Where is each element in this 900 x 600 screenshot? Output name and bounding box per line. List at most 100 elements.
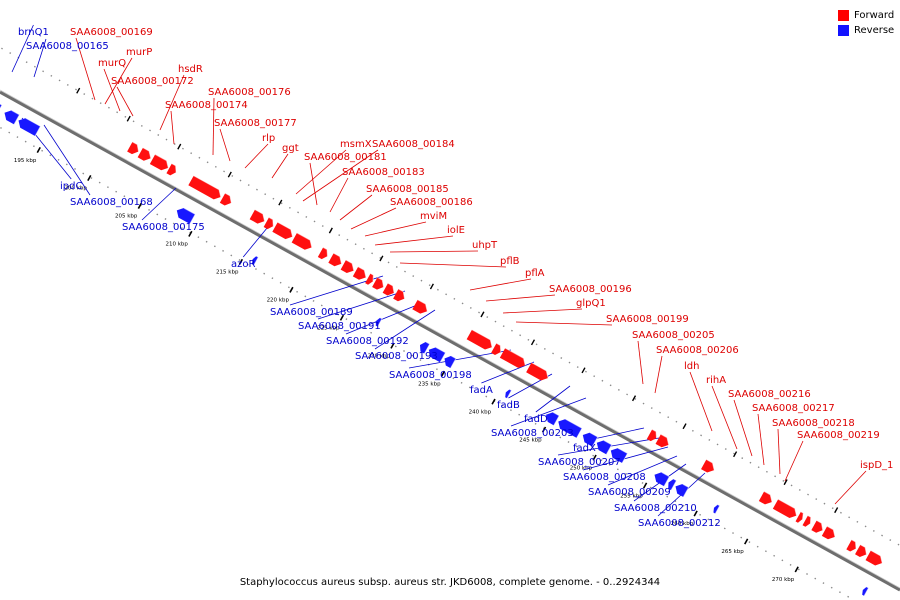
forward-gene-label: ldh [684,361,699,372]
leader-line [607,455,678,486]
reverse-gene-label: SAA6008_00193 [355,351,438,362]
forward-gene [772,498,797,519]
forward-gene [166,163,177,176]
leader-line [481,361,535,384]
track-reverse-dots [0,126,856,600]
reverse-gene [675,483,690,498]
tick-mark [693,510,698,517]
tick-mark [592,454,597,461]
label-leader-lines [11,24,867,517]
forward-gene [137,147,152,161]
minor-tick [480,311,485,318]
leader-line [339,194,373,221]
forward-gene-label: SAA6008_00169 [70,27,153,38]
forward-gene [491,342,502,356]
leader-line [317,290,406,320]
forward-gene [188,175,222,200]
reverse-gene [444,355,457,369]
leader-line [159,74,185,131]
leader-line [43,124,91,196]
forward-gene [328,252,342,267]
leader-line [309,162,318,206]
minor-tick [278,199,283,206]
minor-tick [76,87,81,94]
leader-line [170,110,175,145]
tick-label: 195 kbp [14,158,37,164]
forward-gene-label: uhpT [472,240,498,251]
tick-label: 240 kbp [469,409,492,415]
reverse-gene-label: fadD [524,414,548,425]
reverse-gene [375,317,383,327]
reverse-gene-label: SAA6008_00207 [538,457,621,468]
reverse-gene-label: SAA6008_00192 [326,336,409,347]
forward-gene [317,246,328,260]
minor-tick [733,451,738,458]
tick-label: 250 kbp [570,465,593,471]
genome-axis [0,89,900,592]
reverse-gene [558,418,583,439]
forward-gene-label: murP [126,47,152,58]
reverse-gene-label: SAA6008_00203 [491,428,574,439]
forward-gene [219,192,232,206]
forward-gene-label: SAA6008_00186 [390,197,473,208]
reverse-gene-label: brnQ1 [18,27,49,38]
minor-tick [631,395,637,402]
reverse-gene [505,388,513,399]
tick-label: 225 kbp [317,326,340,332]
reverse-gene-label: SAA6008_00198 [389,370,472,381]
reverse-gene-label: fadA [470,385,493,396]
tick-mark [491,398,496,405]
axis-highlight [0,89,900,589]
tick-mark [440,370,446,377]
leader-line [535,385,571,413]
forward-gene [291,232,313,250]
reverse-gene-label: SAA6008_00209 [588,487,671,498]
tick-label: 260 kbp [671,521,694,527]
leader-line [364,221,427,237]
reverse-gene [18,117,42,137]
reverse-gene-label: SAA6008_00189 [270,307,353,318]
forward-gene-label: pflB [500,256,520,267]
reverse-gene-label: SAA6008_00168 [70,197,153,208]
forward-gene [466,329,493,350]
forward-gene-label: SAA6008_00217 [752,403,835,414]
leader-line [350,207,397,230]
reverse-gene-label: SAA6008_00165 [26,41,109,52]
forward-gene-label: mviM [420,211,447,222]
forward-gene [865,550,883,566]
leader-line [104,57,133,105]
tick-label: 245 kbp [519,437,542,443]
forward-gene-label: SAA6008_00183 [342,167,425,178]
minor-tick [530,339,536,346]
leader-line [510,397,587,427]
tick-label: 230 kbp [368,353,391,359]
axis-line [0,90,900,592]
forward-gene-label: msmX [340,139,372,150]
minor-tick [379,255,384,262]
reverse-swatch [838,25,849,36]
track-forward-dots [1,47,900,547]
leader-line [11,24,34,73]
tick-mark [36,147,41,154]
tick-mark [137,202,142,209]
forward-gene [758,490,773,505]
minor-tick [682,423,687,430]
tick-mark [642,482,648,489]
forward-gene-label: SAA6008_00206 [656,345,739,356]
legend-forward: Forward [838,8,894,23]
leader-line [374,235,454,246]
tick-label: 235 kbp [418,381,441,387]
reverse-gene-label: SAA6008_00210 [614,503,697,514]
leader-line [777,428,781,475]
forward-gene [846,539,857,552]
tick-mark [541,426,547,433]
reverse-gene-label: SAA6008_00175 [122,222,205,233]
leader-line [103,68,121,112]
forward-gene-label: ispD_1 [860,460,893,471]
forward-gene-label: SAA6008_00172 [111,76,194,87]
forward-swatch [838,10,849,21]
tick-label: 265 kbp [721,549,744,555]
leader-line [389,250,479,253]
leader-line [689,371,713,432]
leader-line [33,38,47,78]
